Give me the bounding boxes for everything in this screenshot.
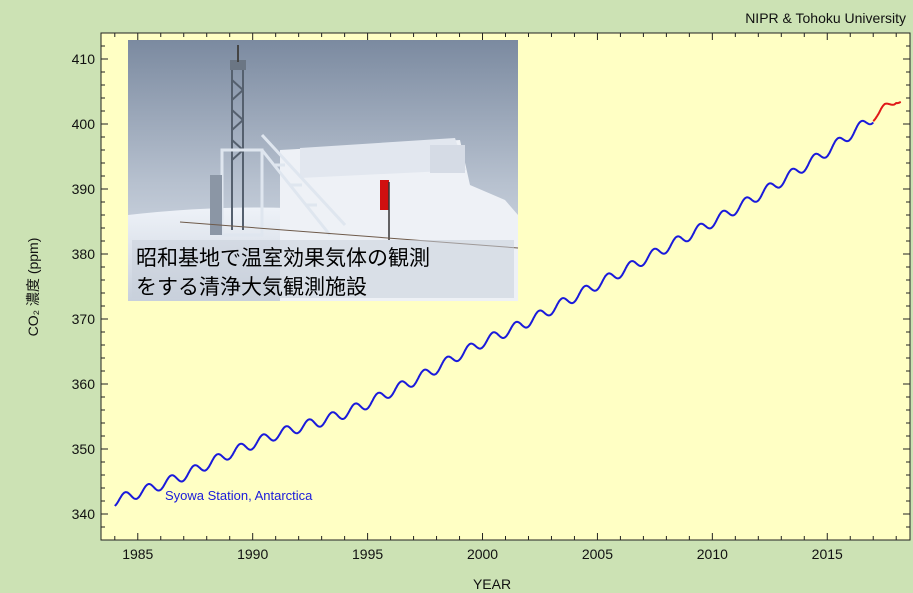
y-tick-label: 360 xyxy=(72,376,96,392)
annotation-label: Syowa Station, Antarctica xyxy=(165,488,313,503)
y-axis: 340 350 360 370 380 390 400 410 xyxy=(72,32,910,541)
photo-caption: 昭和基地で温室効果気体の観測 をする清浄大気観測施設 xyxy=(136,246,430,299)
y-tick-label: 380 xyxy=(72,246,96,262)
series-line-recent xyxy=(872,100,902,122)
x-tick-label: 1990 xyxy=(237,546,268,562)
x-axis-title: YEAR xyxy=(473,576,511,592)
x-tick-label: 2015 xyxy=(812,546,843,562)
y-axis-title: CO₂ 濃度 (ppm) xyxy=(25,238,41,337)
x-tick-label: 2005 xyxy=(582,546,613,562)
credit-label: NIPR & Tohoku University xyxy=(745,10,906,26)
x-tick-label: 2000 xyxy=(467,546,498,562)
y-tick-label: 410 xyxy=(72,51,96,67)
y-tick-label: 390 xyxy=(72,181,96,197)
x-axis: 1985 1990 1995 2000 2005 2010 2015 xyxy=(114,33,897,562)
y-tick-label: 340 xyxy=(72,506,96,522)
y-tick-label: 370 xyxy=(72,311,96,327)
x-tick-label: 2010 xyxy=(697,546,728,562)
x-tick-label: 1985 xyxy=(122,546,153,562)
y-tick-label: 400 xyxy=(72,116,96,132)
series-line-observed xyxy=(114,119,874,507)
x-tick-label: 1995 xyxy=(352,546,383,562)
y-tick-label: 350 xyxy=(72,441,96,457)
